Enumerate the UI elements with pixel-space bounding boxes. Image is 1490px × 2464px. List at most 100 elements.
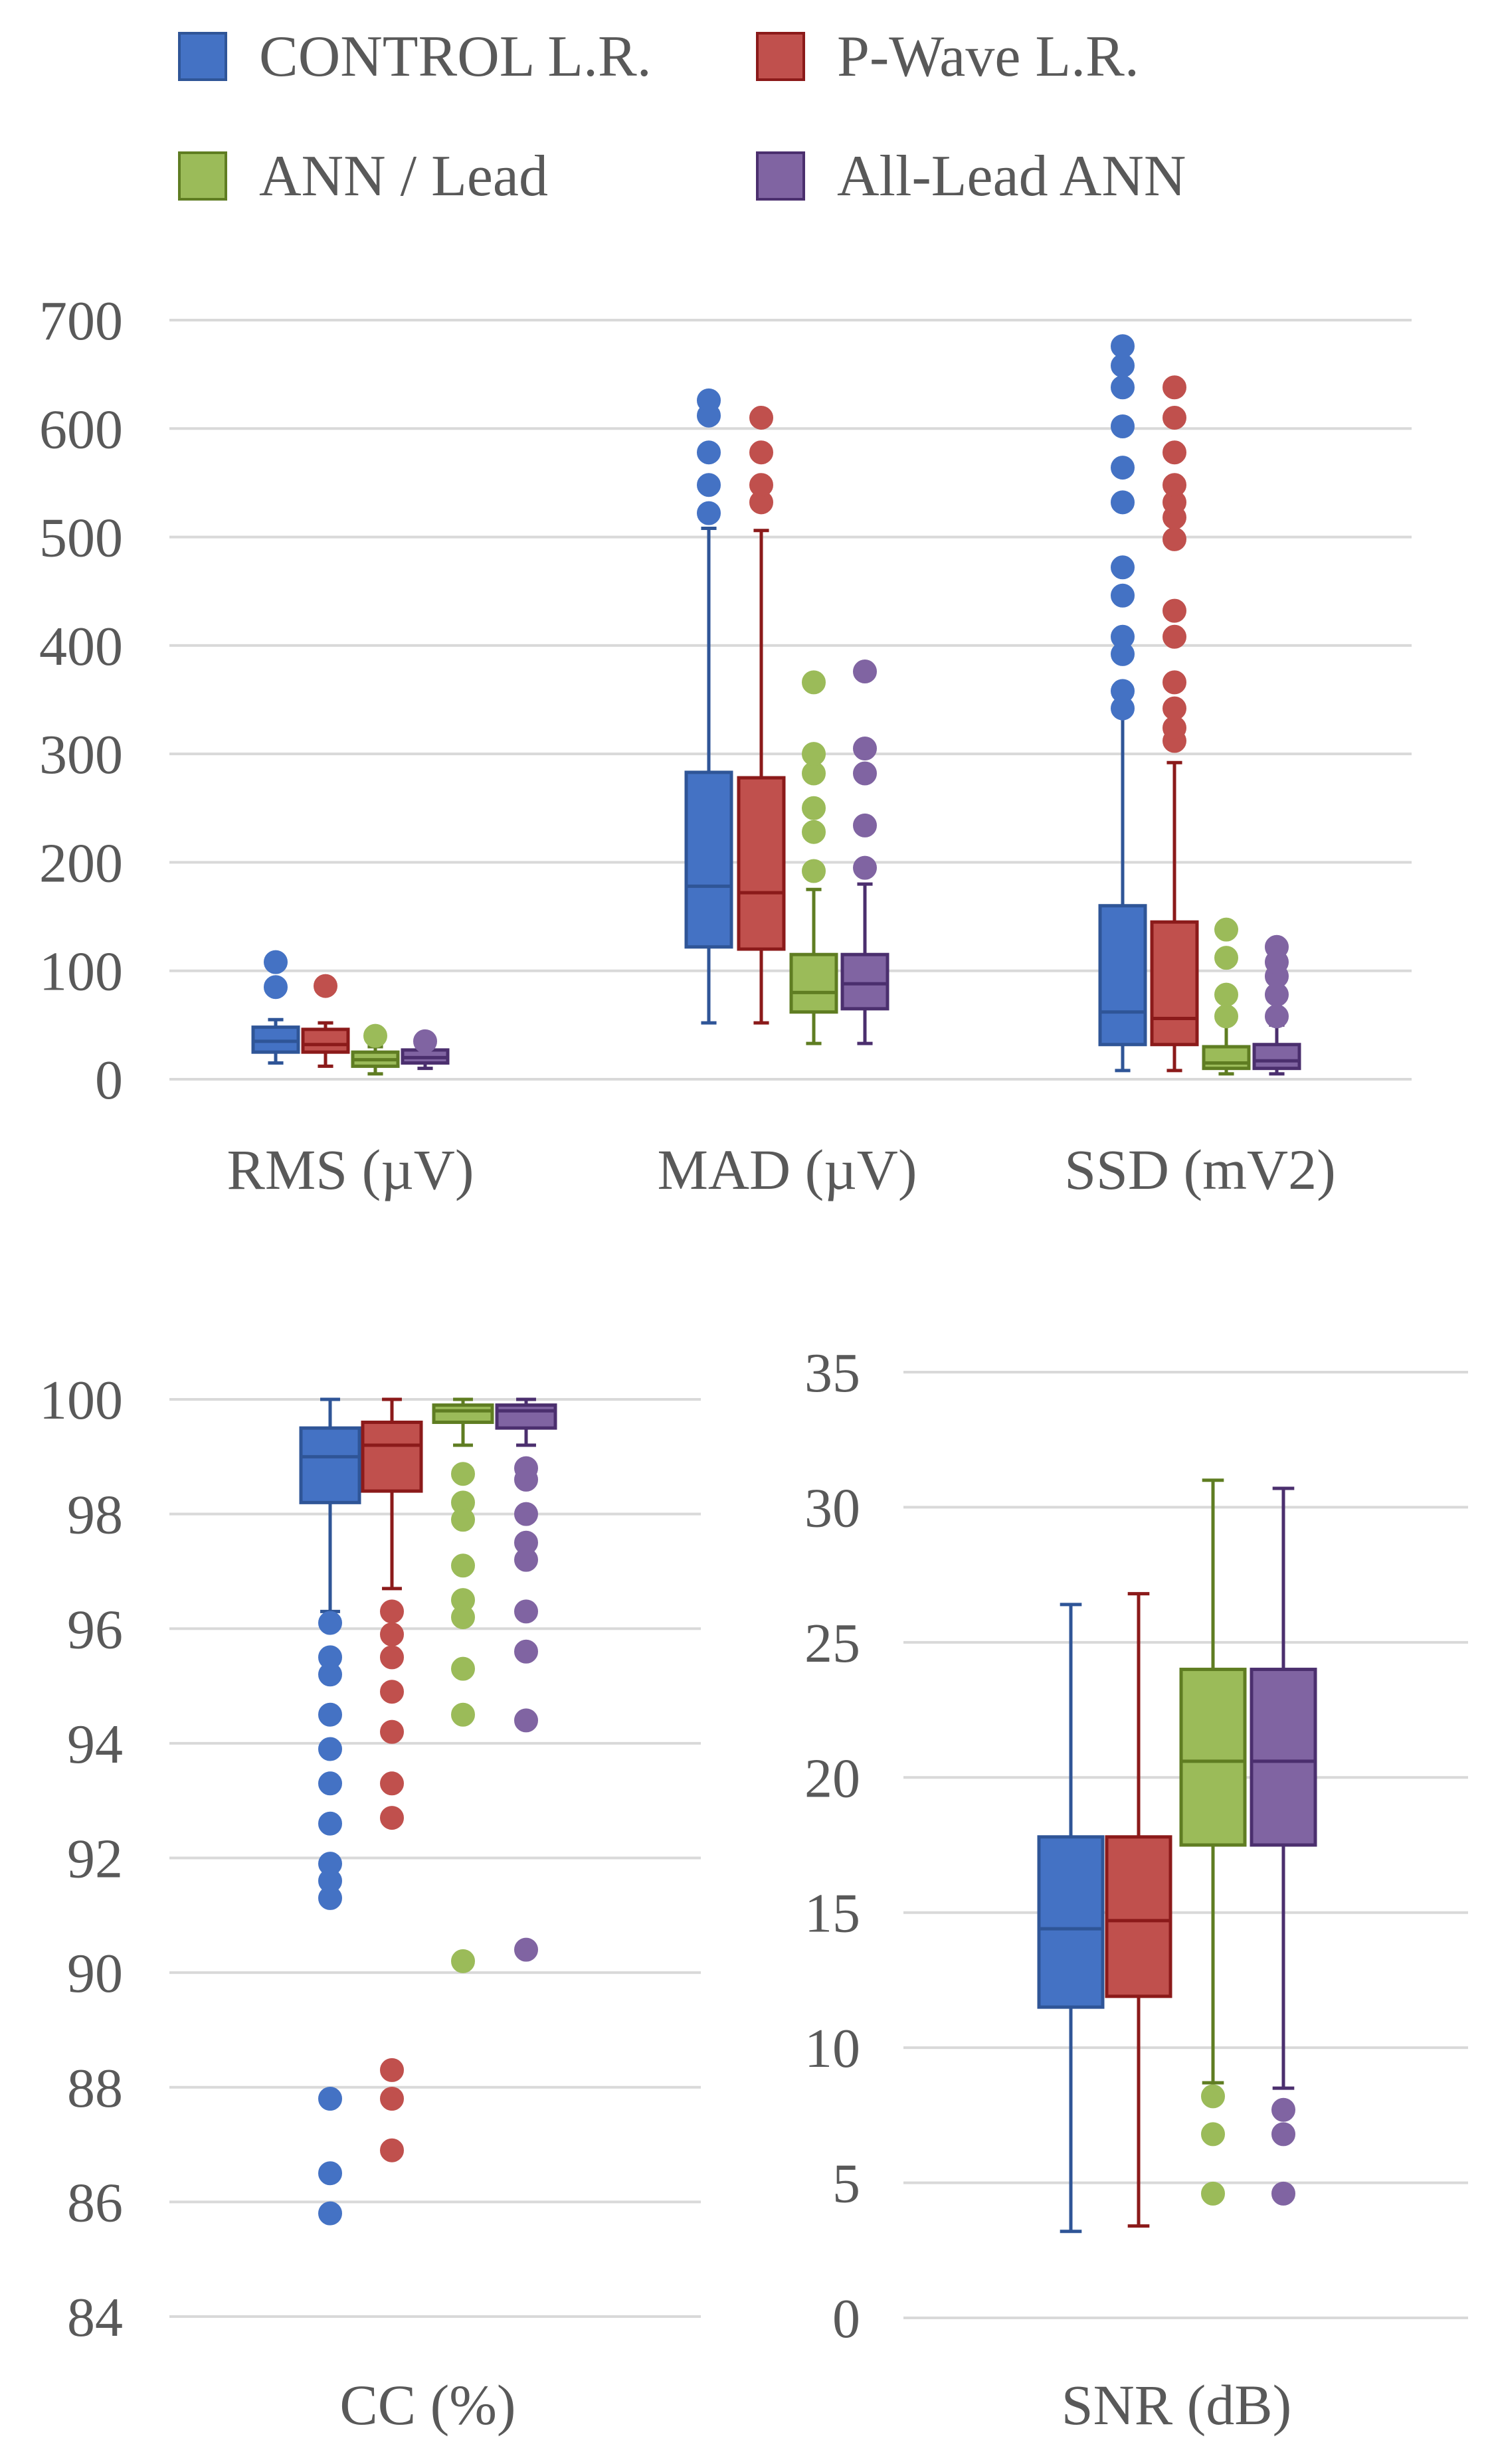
- outlier-point-ann-lead: [451, 1949, 475, 1973]
- outlier-point-control-l-r: [697, 473, 721, 497]
- outlier-point-ann-lead: [451, 1605, 475, 1629]
- y-tick-label: 10: [804, 2018, 860, 2079]
- legend-swatch-ann-lead: [178, 151, 227, 201]
- y-tick-label: 15: [804, 1883, 860, 1945]
- category-label-snr-db: SNR (dB): [1062, 2373, 1291, 2437]
- outlier-point-ann-lead: [1201, 2122, 1225, 2147]
- y-tick-label: 5: [832, 2153, 860, 2215]
- outlier-point-all-lead-ann: [413, 1029, 437, 1053]
- outlier-point-p-wave-l-r: [749, 405, 773, 430]
- outlier-point-p-wave-l-r: [1163, 440, 1186, 465]
- outlier-point-all-lead-ann: [1271, 2122, 1295, 2147]
- outlier-point-ann-lead: [802, 820, 826, 844]
- box-all-lead-ann: [840, 952, 889, 1011]
- outlier-point-control-l-r: [318, 1771, 342, 1796]
- outlier-point-control-l-r: [318, 1662, 342, 1687]
- outlier-point-control-l-r: [318, 1702, 342, 1727]
- outlier-point-p-wave-l-r: [1163, 405, 1186, 430]
- legend-label-p-wave-l-r: P-Wave L.R.: [837, 25, 1139, 89]
- outlier-point-all-lead-ann: [514, 1639, 538, 1664]
- outlier-point-all-lead-ann: [514, 1599, 538, 1624]
- outlier-point-control-l-r: [318, 1737, 342, 1761]
- y-tick-label: 96: [67, 1599, 123, 1660]
- outlier-point-control-l-r: [264, 975, 288, 1000]
- box-p-wave-l-r: [1105, 1835, 1172, 1998]
- outlier-point-ann-lead: [1214, 946, 1238, 970]
- box-ann-lead: [1179, 1668, 1247, 1847]
- outlier-point-control-l-r: [318, 1811, 342, 1836]
- outlier-point-p-wave-l-r: [380, 1622, 404, 1646]
- box-all-lead-ann: [1252, 1043, 1301, 1071]
- outlier-point-all-lead-ann: [853, 660, 877, 684]
- category-label-mad-v: MAD (µV): [657, 1138, 917, 1201]
- outlier-point-ann-lead: [802, 796, 826, 820]
- y-tick-label: 500: [39, 507, 123, 569]
- y-tick-label: 0: [832, 2288, 860, 2350]
- box-p-wave-l-r: [301, 1027, 350, 1054]
- category-label-rms-v: RMS (µV): [227, 1138, 474, 1201]
- legend: CONTROL L.R. P-Wave L.R. ANN / Lead All-Lea…: [178, 25, 1186, 209]
- outlier-point-all-lead-ann: [1271, 2097, 1295, 2122]
- y-tick-label: 700: [39, 290, 123, 352]
- outlier-point-p-wave-l-r: [380, 1680, 404, 1704]
- y-tick-label: 300: [39, 724, 123, 786]
- outlier-point-ann-lead: [451, 1702, 475, 1727]
- outlier-point-p-wave-l-r: [380, 1719, 404, 1744]
- outlier-point-p-wave-l-r: [1163, 375, 1186, 400]
- outlier-point-all-lead-ann: [514, 1937, 538, 1962]
- outlier-point-p-wave-l-r: [314, 974, 337, 998]
- outlier-point-control-l-r: [318, 2087, 342, 2111]
- outlier-point-ann-lead: [1214, 1004, 1238, 1029]
- legend-label-control-l-r: CONTROL L.R.: [259, 25, 652, 89]
- outlier-point-ann-lead: [451, 1656, 475, 1681]
- legend-swatch-control-l-r: [178, 32, 227, 81]
- outlier-point-p-wave-l-r: [380, 1599, 404, 1624]
- y-tick-label: 30: [804, 1477, 860, 1539]
- outlier-point-p-wave-l-r: [1163, 527, 1186, 551]
- outlier-point-all-lead-ann: [853, 813, 877, 837]
- outlier-point-ann-lead: [1214, 982, 1238, 1007]
- outlier-point-all-lead-ann: [1265, 1004, 1289, 1029]
- outlier-point-ann-lead: [363, 1023, 387, 1048]
- outlier-point-control-l-r: [1111, 414, 1135, 439]
- box-control-l-r: [299, 1426, 361, 1504]
- y-tick-label: 25: [804, 1613, 860, 1674]
- top-boxplot-panel: 0 100 200 300 400 500 600 700 RMS (µV) MAD (µV) SS…: [39, 290, 1412, 1201]
- outlier-point-all-lead-ann: [1265, 934, 1289, 959]
- outlier-point-control-l-r: [697, 501, 721, 525]
- outlier-point-ann-lead: [802, 742, 826, 766]
- box-control-l-r: [1037, 1835, 1105, 2009]
- y-tick-label: 92: [67, 1828, 123, 1890]
- y-tick-label: 35: [804, 1342, 860, 1404]
- y-tick-label: 100: [39, 941, 123, 1003]
- outlier-point-all-lead-ann: [514, 1547, 538, 1572]
- outlier-point-p-wave-l-r: [380, 1806, 404, 1830]
- outlier-point-control-l-r: [1111, 334, 1135, 359]
- outlier-point-p-wave-l-r: [1163, 473, 1186, 497]
- box-all-lead-ann: [1250, 1668, 1317, 1847]
- outlier-point-p-wave-l-r: [380, 2058, 404, 2082]
- outlier-point-ann-lead: [451, 1462, 475, 1486]
- box-p-wave-l-r: [737, 776, 786, 951]
- outlier-point-all-lead-ann: [853, 736, 877, 760]
- outlier-point-ann-lead: [802, 859, 826, 883]
- y-tick-label: 400: [39, 616, 123, 677]
- outlier-point-p-wave-l-r: [1163, 598, 1186, 623]
- outlier-point-all-lead-ann: [514, 1502, 538, 1526]
- outlier-point-ann-lead: [451, 1553, 475, 1578]
- y-tick-label: 0: [95, 1049, 123, 1111]
- box-p-wave-l-r: [361, 1421, 423, 1493]
- y-tick-label: 100: [39, 1369, 123, 1431]
- outlier-point-p-wave-l-r: [749, 473, 773, 497]
- outlier-point-p-wave-l-r: [380, 1771, 404, 1796]
- y-tick-label: 98: [67, 1484, 123, 1546]
- legend-swatch-all-lead-ann: [756, 151, 805, 201]
- y-tick-label: 600: [39, 398, 123, 460]
- legend-label-ann-lead: ANN / Lead: [259, 144, 548, 209]
- outlier-point-ann-lead: [1201, 2181, 1225, 2206]
- outlier-point-p-wave-l-r: [1163, 670, 1186, 695]
- snr-boxplot-panel: 0 5 10 15 20 25 30 35 SNR (dB): [804, 1342, 1468, 2437]
- outlier-point-control-l-r: [1111, 555, 1135, 580]
- outlier-point-control-l-r: [697, 440, 721, 465]
